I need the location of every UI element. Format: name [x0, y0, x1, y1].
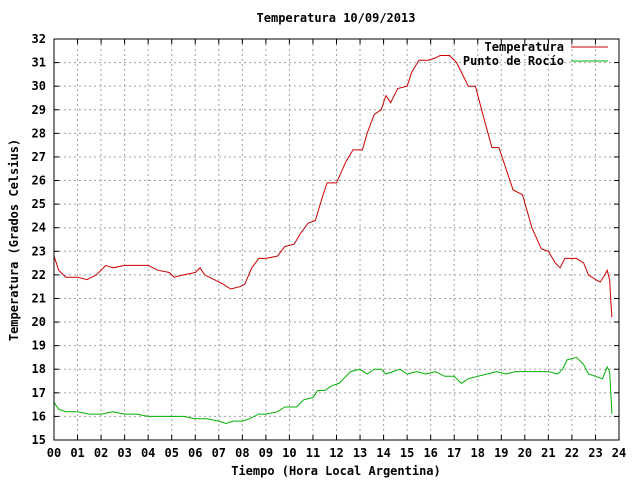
- legend-label-temperatura: Temperatura: [485, 40, 564, 54]
- y-tick-label-15: 15: [32, 433, 46, 447]
- y-tick-label-32: 32: [32, 32, 46, 46]
- x-tick-label-17: 17: [447, 446, 461, 460]
- y-tick-label-29: 29: [32, 103, 46, 117]
- x-tick-label-01: 01: [70, 446, 84, 460]
- x-tick-label-18: 18: [471, 446, 485, 460]
- x-tick-label-02: 02: [94, 446, 108, 460]
- x-axis-label: Tiempo (Hora Local Argentina): [231, 464, 441, 478]
- x-tick-label-11: 11: [306, 446, 320, 460]
- x-tick-label-14: 14: [376, 446, 390, 460]
- axis-ticks: [53, 38, 620, 441]
- x-tick-label-19: 19: [494, 446, 508, 460]
- x-tick-label-20: 20: [518, 446, 532, 460]
- x-tick-label-05: 05: [164, 446, 178, 460]
- y-tick-label-21: 21: [32, 291, 46, 305]
- x-tick-label-09: 09: [259, 446, 273, 460]
- x-tick-label-06: 06: [188, 446, 202, 460]
- y-tick-label-30: 30: [32, 79, 46, 93]
- x-tick-label-07: 07: [212, 446, 226, 460]
- y-tick-labels: 15 16 17 18 19 20 21 22 23 24 25 26 27 28 29 30 31 32: [32, 32, 46, 447]
- y-tick-label-18: 18: [32, 362, 46, 376]
- y-tick-label-27: 27: [32, 150, 46, 164]
- y-tick-label-26: 26: [32, 174, 46, 188]
- legend: Temperatura Punto de Rocío: [463, 40, 608, 68]
- x-tick-label-04: 04: [141, 446, 155, 460]
- legend-label-punto-de-rocio: Punto de Rocío: [463, 54, 564, 68]
- x-tick-label-15: 15: [400, 446, 414, 460]
- x-tick-label-13: 13: [353, 446, 367, 460]
- x-tick-label-03: 03: [117, 446, 131, 460]
- x-tick-label-00: 00: [47, 446, 61, 460]
- series-lines: [53, 55, 613, 425]
- x-tick-label-16: 16: [423, 446, 437, 460]
- x-tick-label-12: 12: [329, 446, 343, 460]
- y-tick-label-23: 23: [32, 244, 46, 258]
- x-tick-label-24: 24: [612, 446, 626, 460]
- chart-title: Temperatura 10/09/2013: [257, 11, 416, 25]
- x-tick-label-22: 22: [565, 446, 579, 460]
- y-tick-label-17: 17: [32, 386, 46, 400]
- y-tick-label-24: 24: [32, 221, 46, 235]
- x-tick-label-23: 23: [588, 446, 602, 460]
- x-tick-labels: 00 01 02 03 04 05 06 07 08 09 10 11 12 13 14 15 16 17 18 19…: [47, 446, 626, 460]
- x-tick-label-21: 21: [541, 446, 555, 460]
- x-tick-label-08: 08: [235, 446, 249, 460]
- y-tick-label-25: 25: [32, 197, 46, 211]
- y-tick-label-19: 19: [32, 339, 46, 353]
- series-line-punto-de-rocio: [53, 356, 613, 425]
- y-tick-label-16: 16: [32, 409, 46, 423]
- y-tick-label-31: 31: [32, 56, 46, 70]
- y-tick-label-20: 20: [32, 315, 46, 329]
- y-tick-label-28: 28: [32, 126, 46, 140]
- y-tick-label-22: 22: [32, 268, 46, 282]
- series-line-temperatura: [53, 55, 613, 318]
- y-axis-label: Temperatura (Grados Celsius): [7, 139, 21, 341]
- x-tick-label-10: 10: [282, 446, 296, 460]
- grid-lines: [54, 39, 619, 440]
